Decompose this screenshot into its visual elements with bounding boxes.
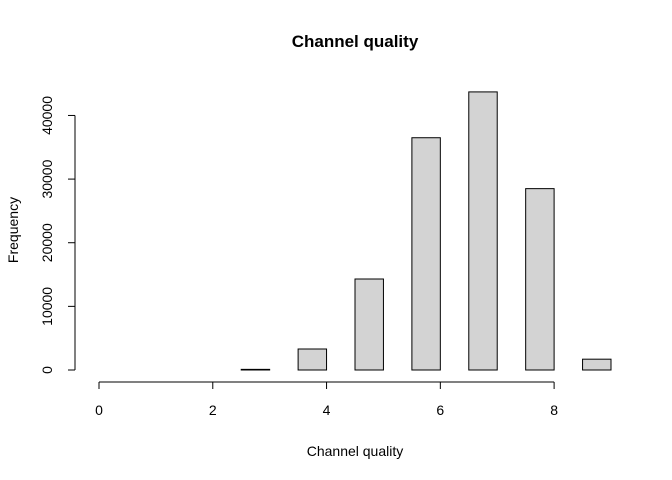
y-axis: 0 10000 20000 30000 40000: [39, 96, 76, 374]
x-tick-label: 6: [436, 402, 444, 418]
histogram-bar-11: [411, 137, 441, 371]
histogram-bar-13: [468, 91, 498, 371]
x-tick-label: 4: [323, 402, 331, 418]
y-tick-label: 10000: [39, 287, 55, 326]
x-tick-label: 0: [95, 402, 103, 418]
histogram-bar-17: [582, 358, 612, 371]
chart-title: Channel quality: [292, 32, 419, 51]
x-axis: 0 2 4 6 8: [95, 381, 558, 418]
x-tick-label: 2: [209, 402, 217, 418]
histogram-bar-7: [297, 348, 328, 371]
y-tick-label: 0: [39, 366, 55, 374]
x-axis-label: Channel quality: [307, 443, 404, 459]
y-tick-label: 40000: [39, 96, 55, 135]
histogram-bar-15: [525, 188, 555, 371]
histogram-bar-9: [354, 278, 384, 371]
y-tick-label: 30000: [39, 159, 55, 198]
y-axis-label: Frequency: [5, 197, 21, 263]
y-tick-label: 20000: [39, 223, 55, 262]
histogram-bar-5: [240, 368, 271, 371]
x-tick-label: 8: [550, 402, 558, 418]
bars-group: [240, 91, 612, 371]
